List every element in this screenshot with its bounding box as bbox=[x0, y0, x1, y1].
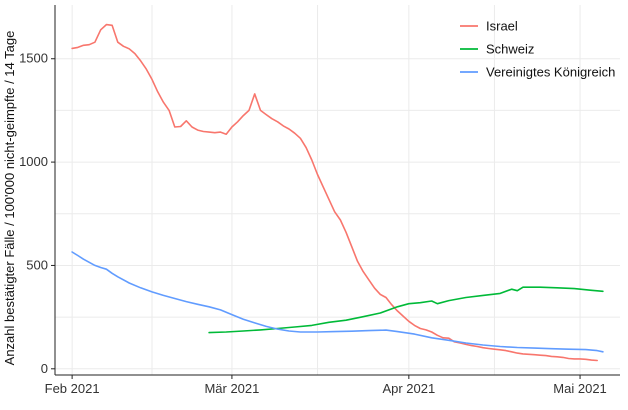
x-tick-label: Mai 2021 bbox=[553, 381, 606, 396]
y-axis-title: Anzahl bestätigter Fälle / 100'000 nicht… bbox=[2, 31, 17, 366]
axes: 0 500 1000 1500 Feb 2021 Mär 2021 Apr 2021 Mai … bbox=[19, 5, 620, 396]
legend-label-schweiz: Schweiz bbox=[486, 42, 534, 57]
y-tick-label: 1500 bbox=[19, 51, 48, 66]
y-tick-label: 1000 bbox=[19, 154, 48, 169]
legend-label-israel: Israel bbox=[486, 19, 518, 34]
x-tick-label: Mär 2021 bbox=[204, 381, 259, 396]
legend-label-vereinigtes-k-nigreich: Vereinigtes Königreich bbox=[486, 65, 615, 80]
y-tick-label: 0 bbox=[41, 361, 48, 376]
x-tick-label: Feb 2021 bbox=[45, 381, 100, 396]
y-tick-label: 500 bbox=[26, 257, 48, 272]
series-line-vereinigtes-k-nigreich bbox=[71, 251, 604, 353]
series-line-schweiz bbox=[208, 286, 604, 334]
grid bbox=[55, 5, 620, 375]
series-lines bbox=[71, 23, 604, 362]
x-tick-label: Apr 2021 bbox=[382, 381, 435, 396]
series-line-israel bbox=[71, 23, 598, 362]
legend: Israel Schweiz Vereinigtes Königreich bbox=[460, 19, 615, 80]
